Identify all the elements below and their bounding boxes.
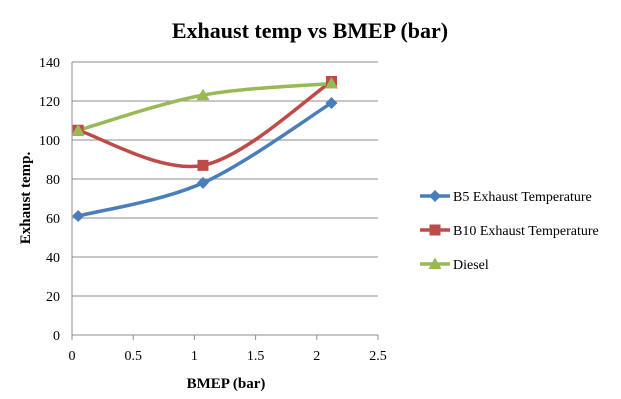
data-point-series-2	[197, 159, 209, 171]
y-tick-label: 120	[39, 95, 60, 110]
series-line-3	[76, 81, 334, 132]
data-point-series-1	[325, 96, 338, 109]
x-tick-label: 1.5	[247, 349, 265, 364]
y-tick-label: 0	[53, 329, 60, 344]
series-layer	[76, 79, 334, 218]
grid-layer	[72, 61, 378, 336]
x-tick-label: 0.5	[124, 349, 142, 364]
y-tick-label: 40	[46, 251, 60, 266]
y-axis-label: Exhaust temp.	[18, 151, 34, 244]
chart-title: Exhaust temp vs BMEP (bar)	[172, 18, 448, 43]
y-tick-label: 80	[46, 173, 60, 188]
data-point-series-3	[71, 123, 85, 136]
legend: B5 Exhaust Temperature B10 Exhaust Temper…	[420, 190, 599, 273]
y-tick-label: 140	[39, 56, 60, 71]
marker-layer	[71, 76, 338, 223]
legend-marker-2	[429, 224, 441, 236]
x-tick-label: 2.5	[369, 349, 387, 364]
data-point-series-1	[72, 210, 85, 223]
legend-marker-1	[429, 190, 441, 202]
x-tick-label: 2	[313, 349, 320, 364]
data-point-series-3	[324, 76, 338, 89]
data-point-series-3	[196, 88, 210, 101]
y-tick-label: 60	[46, 212, 60, 227]
legend-label-1: B5 Exhaust Temperature	[453, 190, 592, 205]
legend-label-2: B10 Exhaust Temperature	[453, 224, 599, 239]
x-axis-label: BMEP (bar)	[187, 376, 266, 392]
y-tick-label: 20	[46, 290, 60, 305]
x-tick-label: 1	[191, 349, 198, 364]
y-tick-label: 100	[39, 134, 60, 149]
legend-label-3: Diesel	[453, 258, 489, 273]
data-point-series-1	[196, 176, 209, 189]
x-tick-label: 0	[69, 349, 76, 364]
legend-marker-3	[428, 257, 442, 269]
axis-layer: 0 20 40 60 80 100 120 140 0 0.5 1 1.5 2 2.5	[39, 56, 387, 364]
